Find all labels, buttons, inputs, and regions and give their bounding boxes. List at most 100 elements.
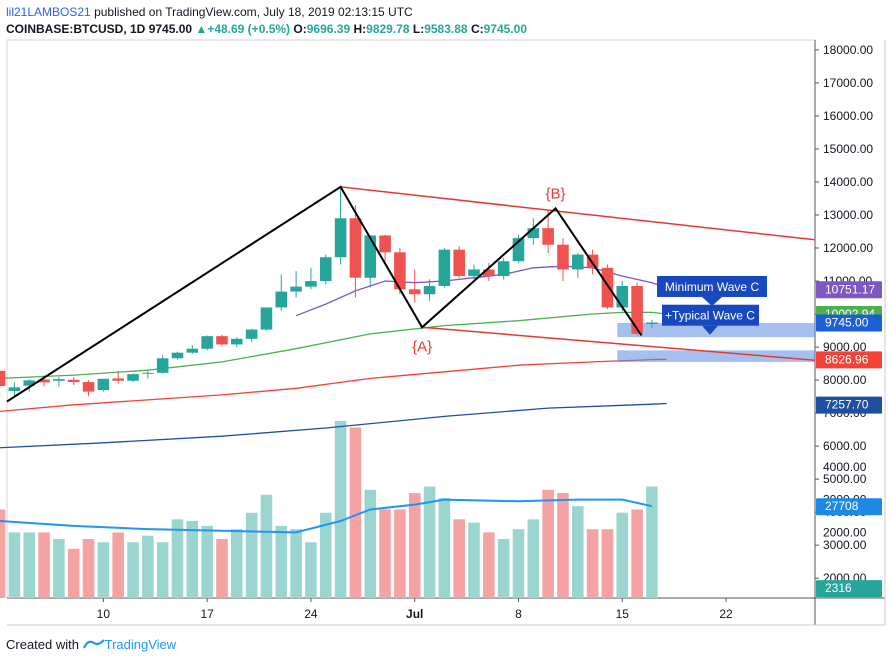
volume-bar: [408, 493, 421, 598]
volume-bar: [557, 493, 569, 598]
footer: Created with TradingView: [6, 637, 176, 652]
volume-bar: [186, 520, 199, 598]
candle-body: [0, 370, 6, 387]
candle-body: [572, 254, 584, 270]
volume-bar: [453, 519, 465, 598]
time-tick-label: 22: [719, 607, 733, 621]
price-tick-label: 16000.00: [823, 109, 873, 123]
candle-body: [468, 269, 480, 277]
price-tick-label: 8000.00: [823, 373, 867, 387]
candle-body: [319, 257, 332, 282]
created-with: Created with: [6, 637, 79, 652]
volume-bar: [349, 427, 362, 598]
target-zone-typical: [617, 322, 815, 338]
time-tick-label: Jul: [406, 607, 423, 621]
candle-body: [438, 249, 451, 286]
candle-body: [53, 379, 65, 381]
candle-body: [112, 378, 124, 381]
volume-bar: [53, 538, 65, 598]
candle-body: [142, 372, 154, 374]
volume-bar: [364, 489, 377, 598]
symbol-label: COINBASE:BTCUSD, 1D: [6, 22, 146, 36]
candle-body: [423, 285, 436, 295]
channel-upper-line: [340, 186, 816, 241]
candle-body: [512, 238, 525, 262]
candle-body: [527, 228, 540, 239]
candle-body: [646, 322, 658, 324]
candle-body: [97, 378, 110, 390]
last-price: 9745.00: [148, 22, 193, 36]
volume-bar: [38, 532, 50, 598]
time-tick-label: 8: [515, 607, 522, 621]
volume-bar: [542, 489, 554, 598]
volume-bar: [8, 532, 21, 598]
tradingview-logo-icon: [82, 639, 105, 649]
price-tick-label: 17000.00: [823, 76, 873, 90]
price-tick-label: 13000.00: [823, 208, 873, 222]
volume-bar: [290, 529, 302, 598]
wave-b-label: {B}: [546, 185, 566, 202]
volume-bar: [497, 538, 510, 598]
volume-bar: [127, 542, 139, 598]
channel-lower-line: [422, 326, 816, 362]
volume-badge-1: [816, 580, 882, 598]
price-badge-2: [816, 314, 882, 332]
volume-bar: [142, 535, 154, 598]
volume-badge-1-text: 2316: [825, 581, 852, 595]
candle-body: [305, 281, 317, 287]
candle-body: [601, 267, 614, 308]
minimum-wave-c-pointer: [702, 296, 722, 306]
candle-body: [364, 235, 377, 278]
low-value: 9583.88: [424, 22, 468, 36]
volume-bar: [305, 542, 317, 598]
high-label: H:: [353, 22, 367, 36]
minimum-wave-c-label: Minimum Wave C: [665, 280, 760, 294]
open-label: O:: [293, 22, 307, 36]
candle-body: [67, 379, 80, 383]
price-badge-3-text: 8626.96: [825, 352, 869, 366]
close-label: C:: [470, 22, 484, 36]
volume-bar: [82, 538, 95, 598]
candle-body: [275, 291, 288, 308]
time-tick-label: 15: [616, 607, 630, 621]
volume-bar: [512, 529, 525, 598]
candle-body: [216, 336, 228, 345]
low-label: L:: [412, 22, 425, 36]
ma-line-ma-200: [0, 402, 667, 449]
candle-body: [408, 289, 421, 295]
volume-bar: [527, 519, 540, 598]
volume-bar: [646, 486, 658, 598]
volume-badge-0: [816, 498, 882, 516]
volume-bar: [97, 542, 110, 598]
volume-bar: [171, 519, 184, 598]
ma-line-ma-long: [0, 358, 667, 413]
price-badge-2-text: 9745.00: [825, 315, 869, 329]
candle-body: [557, 244, 569, 270]
volume-bar: [231, 529, 243, 598]
time-tick-label: 10: [97, 607, 111, 621]
price-tick-label: 6000.00: [823, 439, 867, 453]
publish-info: published on TradingView.com, July 18, 2…: [94, 5, 413, 19]
price-tick-label: 5000.00: [823, 472, 867, 486]
candle-body: [349, 218, 362, 278]
tradingview-link[interactable]: TradingView: [104, 637, 177, 652]
ma-line-volume-ma: [0, 498, 653, 534]
volume-bar: [112, 532, 124, 598]
wave-a-label: {A}: [412, 338, 432, 355]
candle-body: [334, 218, 347, 258]
candle-body: [483, 269, 495, 277]
price-tick-label: 12000.00: [823, 241, 873, 255]
candle-body: [156, 358, 169, 373]
volume-bar: [216, 538, 228, 598]
minimum-wave-c-box: [657, 275, 767, 297]
price-badge-4: [816, 396, 882, 414]
price-badge-0: [816, 281, 882, 299]
volume-bar: [423, 486, 436, 598]
candle-body: [542, 228, 554, 245]
author-name[interactable]: lil21LAMBOS21: [6, 5, 91, 19]
target-zone-minimum: [617, 350, 815, 362]
close-value: 9745.00: [483, 22, 527, 36]
volume-bar: [616, 512, 629, 598]
volume-tick-label: 2000.00: [823, 525, 867, 539]
